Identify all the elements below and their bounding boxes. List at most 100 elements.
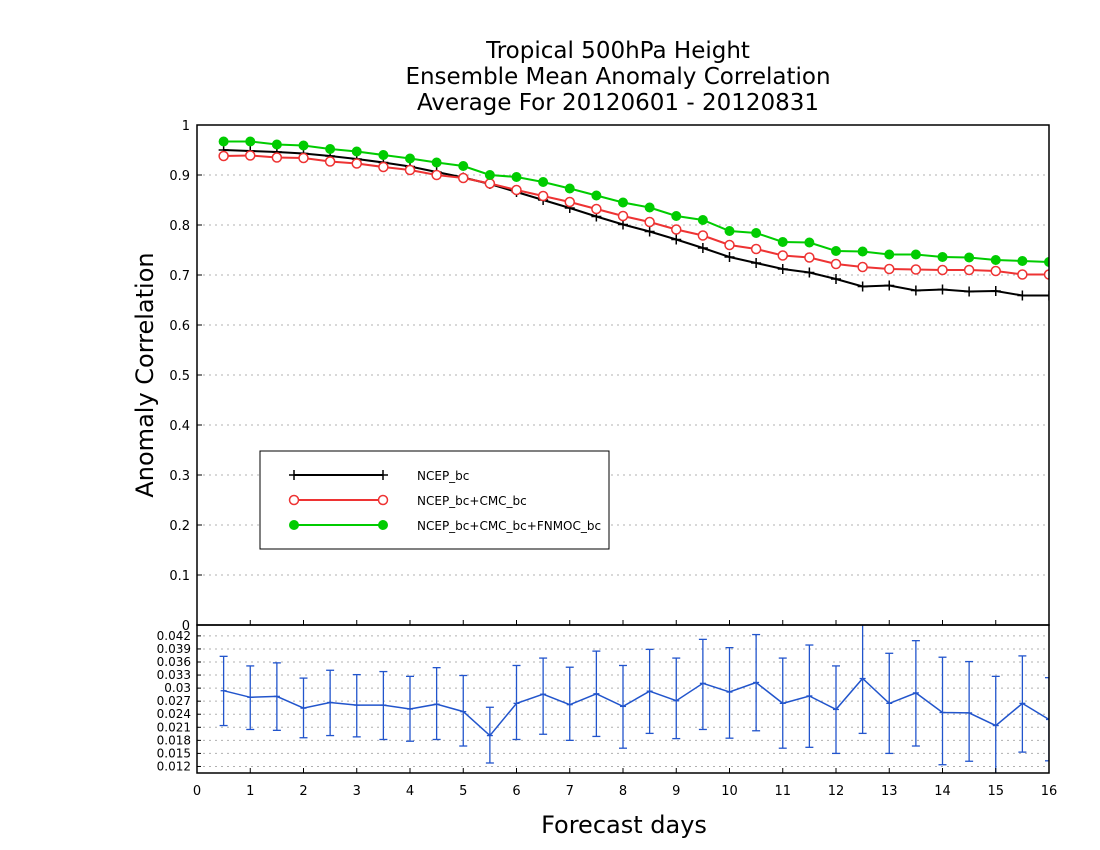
error-bar [938,656,947,766]
main-y-tick-label: 0.3 [169,469,190,484]
series-3-point [910,249,921,260]
series-3-point [325,144,336,154]
error-bar [832,665,840,755]
series-2-point [511,184,522,196]
main-y-tick-label: 0.1 [169,569,190,584]
main-y-axis-ticks: 0 0.1 0.2 0.3 0.4 0.5 0.6 0.7 0.8 0.9 1 [169,119,202,634]
sub-y-tick-label: 0.021 [157,720,191,734]
series-3-point [671,211,682,221]
error-bar [592,650,601,738]
series-1-point [884,280,895,291]
error-bar [326,669,335,737]
series-3-point [431,157,442,168]
series-1-point [777,264,788,274]
error-bar [246,665,255,731]
x-tick-label: 3 [353,784,361,799]
sub-y-tick-label: 0.036 [157,655,191,669]
error-bar [672,657,681,740]
series-3-point [564,183,575,194]
main-plot-series [218,136,1049,301]
series-1-point [857,281,868,292]
legend: NCEP_bc NCEP_bc+CMC_bc NCEP_bc+CMC_bc+FNMO… [259,450,610,550]
error-bar [725,646,734,739]
x-tick-label: 13 [881,784,898,799]
error-bar [379,670,388,741]
chart-title-line-2: Ensemble Mean Anomaly Correlation [405,64,830,90]
x-tick-label: 11 [774,784,791,799]
error-bar [485,706,494,764]
series-2-point [671,224,682,235]
error-bar [805,644,814,748]
error-bar [645,648,654,735]
error-bar [219,655,228,727]
error-bar [885,652,894,755]
sub-y-tick-label: 0.018 [157,733,191,747]
series-2-point [324,156,336,167]
x-tick-label: 0 [193,784,201,799]
x-tick-label: 1 [246,784,254,799]
series-2-point [1043,269,1049,280]
series-2-point [750,243,762,255]
main-y-tick-label: 0.4 [169,419,190,434]
series-3-point [618,197,628,208]
error-bar [1018,655,1027,753]
sub-plot-series [219,625,1049,773]
main-y-tick-label: 0.5 [169,369,190,384]
series-1-point [937,284,948,295]
legend-label: NCEP_bc [417,469,469,483]
main-y-tick-label: 0.8 [169,219,190,234]
chart-title-line-1: Tropical 500hPa Height [485,38,750,64]
series-line-3 [223,140,1049,263]
series-3-point [405,153,415,164]
error-bar [352,673,361,738]
series-1-point [831,274,841,284]
series-3-point [804,237,815,248]
error-bar [698,638,707,731]
legend-entry: NCEP_bc+CMC_bc+FNMOC_bc [289,519,601,533]
x-tick-label: 10 [721,784,738,799]
diff-line [223,677,1049,737]
series-2-point [537,190,549,202]
series-3-point [751,228,762,238]
main-y-tick-label: 0.7 [169,269,190,284]
series-3-point [298,140,309,151]
series-2-point [431,169,442,181]
series-line-2 [223,154,1049,276]
series-3-point [644,202,655,213]
chart-title-line-3: Average For 20120601 - 20120831 [417,90,819,116]
series-2-point [910,264,922,275]
x-axis-ticks: 0 1 2 3 4 5 6 7 8 9 10 11 12 13 14 15 16 [193,620,1057,799]
error-bar [299,677,308,739]
series-2-point [617,210,629,222]
error-bar [778,657,787,749]
legend-label: NCEP_bc+CMC_bc [417,494,527,508]
series-1-point [724,252,735,262]
error-bar [512,664,521,741]
series-3-point [724,226,735,236]
series-2-point [591,203,602,215]
main-y-tick-label: 0.9 [169,169,190,184]
x-tick-label: 16 [1041,784,1058,799]
sub-y-tick-label: 0.027 [157,694,191,708]
sub-y-tick-label: 0.042 [157,629,191,643]
series-2-point [271,152,283,163]
sub-y-tick-label: 0.03 [164,681,191,695]
series-3-point [378,150,389,160]
series-3-point [271,139,282,150]
x-tick-label: 2 [299,784,307,799]
series-2-point [1017,269,1028,280]
sub-y-tick-label: 0.039 [157,642,191,656]
series-2-point [857,261,868,273]
error-bar [991,675,1000,773]
x-tick-label: 9 [672,784,680,799]
series-2-point [724,239,735,251]
x-tick-label: 12 [828,784,845,799]
series-2-point [937,264,948,276]
series-3-point [964,252,975,263]
series-1-point [1044,290,1049,301]
series-1-point [1017,290,1028,301]
series-2-point [884,263,895,275]
x-tick-label: 4 [406,784,414,799]
series-3-point [218,136,229,147]
